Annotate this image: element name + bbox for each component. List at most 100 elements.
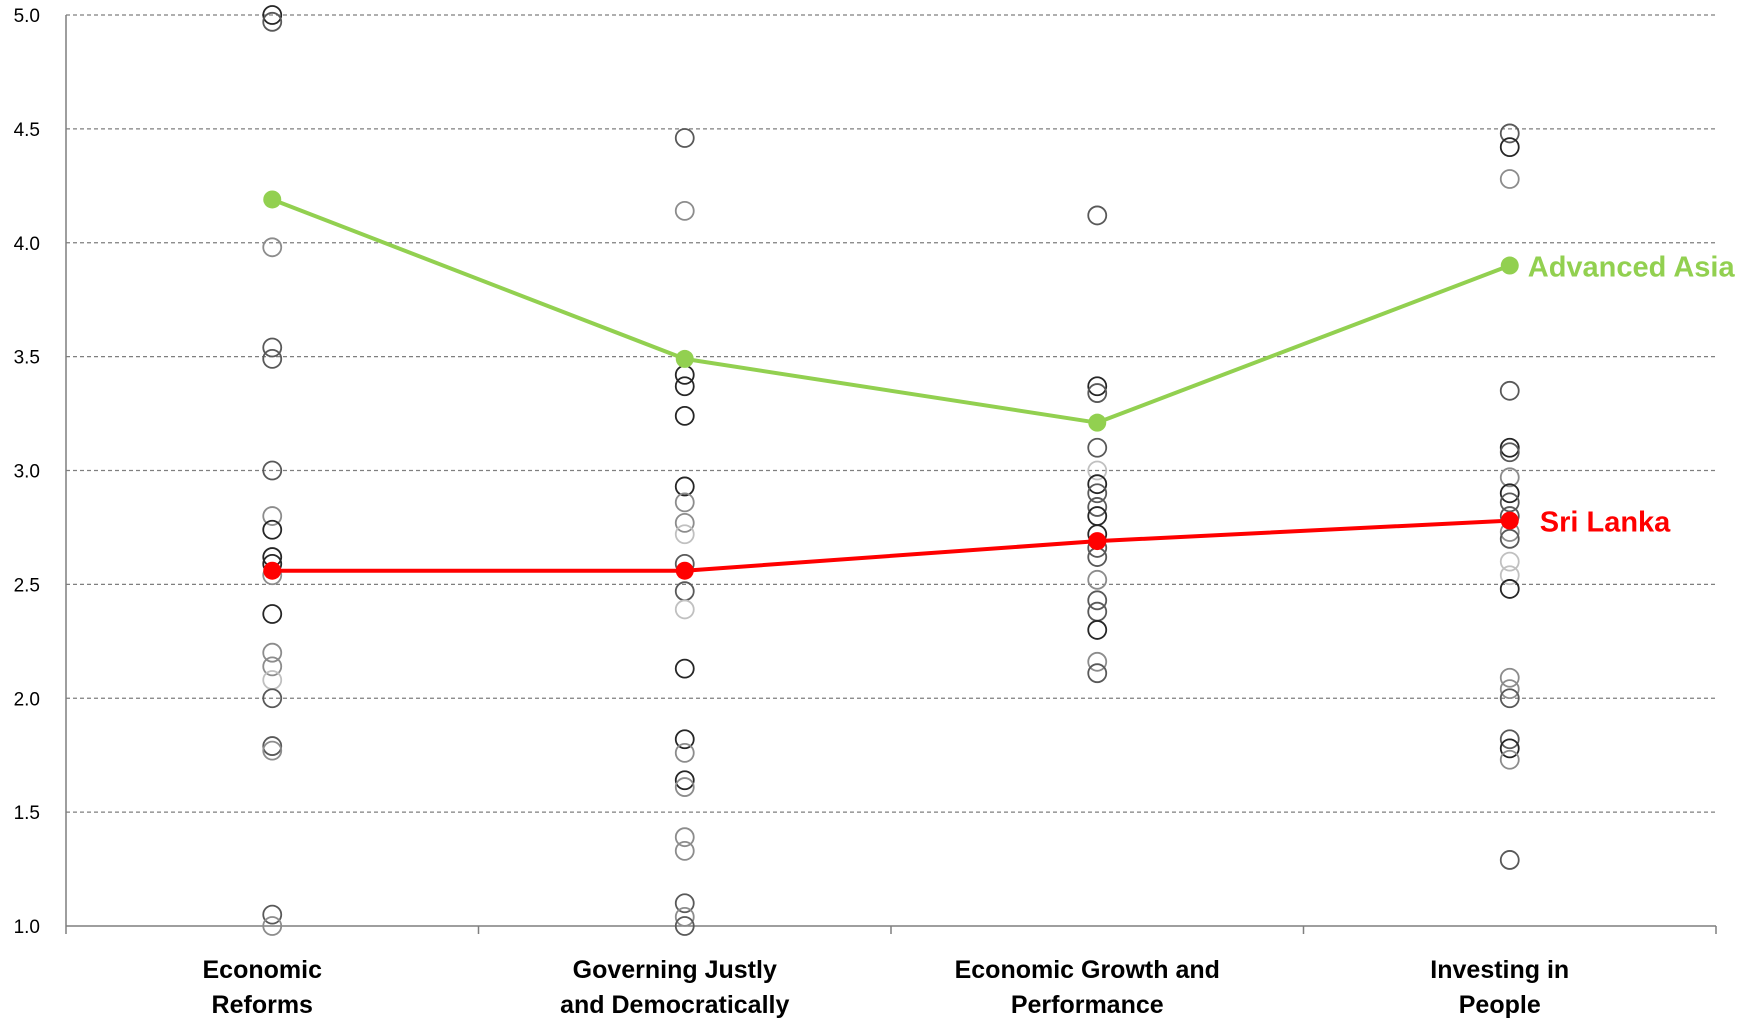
scatter-point [1499,442,1520,463]
y-tick-label: 2.0 [14,689,40,710]
scatter-point [262,237,283,258]
scatter-point [1087,376,1108,397]
scatter-point [1499,579,1520,599]
scatter-point [262,740,283,761]
scatter-point [674,743,695,763]
scatter-point [674,128,695,148]
y-tick-label: 1.0 [14,917,40,938]
scatter-point [674,476,695,497]
series-point [1500,511,1519,530]
scatter-point [1499,528,1520,549]
x-category-label: Governing Justly [573,956,777,984]
series-label-advanced-asia: Advanced Asia [1528,252,1736,284]
x-category-label: Economic [203,956,323,984]
scatter-point [1087,205,1108,226]
scatter-point [262,506,283,526]
y-tick-label: 5.0 [14,6,40,27]
series-point [675,561,694,580]
series-label-sri-lanka: Sri Lanka [1540,507,1671,539]
scatter-point [262,519,283,540]
scatter-point [1499,551,1520,572]
x-category-label: and Democratically [560,991,789,1019]
series-point [1088,532,1107,551]
scatter-point [674,492,695,513]
scatter-point [262,670,283,690]
scatter-point [1087,569,1108,590]
series-point [263,190,282,209]
scatter-point [1499,169,1520,189]
scatter-point [1087,497,1108,517]
y-tick-label: 4.0 [14,234,40,255]
scatter-point [674,524,695,545]
series-point [263,561,282,580]
scatter-point [262,904,283,925]
scatter-point [262,337,283,358]
scatter-point [1499,467,1520,488]
series-lines [263,190,1519,580]
scatter-point [1087,620,1108,640]
scatter-point [1499,738,1520,759]
scatter-point [1499,850,1520,870]
scatter-point [262,604,283,624]
series-point [675,349,694,368]
scatter-point [1087,590,1108,611]
scatter-point [674,729,695,750]
scatter-point [674,512,695,533]
scatter-point [674,827,695,848]
scatter-point [674,376,695,397]
scatter-point [1499,688,1520,709]
grid-lines [66,14,1716,813]
y-tick-label: 3.5 [14,348,40,369]
scatter-point [674,906,695,927]
series-line-advanced-asia [271,197,1511,425]
x-category-label: Investing in [1430,956,1569,984]
axes: 1.0 1.5 2.0 2.5 3.0 3.5 4.0 4.5 5.0 [14,6,1717,938]
scatter-point [1499,679,1520,700]
scatter-point [1499,565,1520,586]
scatter-point [262,688,283,709]
y-tick-label: 1.5 [14,803,40,824]
scatter-point [1087,474,1108,495]
scatter-point [262,916,283,936]
scatter-point [674,599,695,620]
scatter-point [262,5,283,25]
x-category-label: Performance [1011,991,1164,1019]
scatter-point [674,364,695,385]
series-point [1088,413,1107,432]
scatter-point [1499,667,1520,688]
scatter-point [1499,380,1520,401]
x-category-label: Economic Growth and [955,956,1220,984]
series-point [1500,256,1519,275]
scatter-point [1499,483,1520,504]
scatter-point [674,770,695,791]
scatter-point [1499,137,1520,157]
labels: Economic Reforms Governing Justly and Democ… [203,252,1736,1019]
scatter-point [674,200,695,221]
scatter-point [674,405,695,426]
scatter-point [674,840,695,861]
series-line-sri-lanka [272,518,1510,573]
country-scatter-points [262,5,1520,936]
scatter-point [674,777,695,797]
scatter-point [262,349,283,369]
scatter-point [1087,383,1108,403]
x-category-label: People [1459,991,1541,1019]
scatter-point [1087,663,1108,684]
y-tick-label: 3.0 [14,462,40,483]
scatter-point [262,460,283,481]
scatter-point [674,916,695,936]
scatter-point [1087,601,1108,622]
scatter-point [674,658,695,679]
scatter-point [262,642,283,663]
x-category-label: Reforms [212,991,313,1019]
scatter-point [1087,437,1108,458]
scatter-point [674,893,695,914]
y-tick-label: 2.5 [14,575,40,596]
scatter-point [262,656,283,677]
scatter-point [1087,651,1108,672]
scatter-point [262,736,283,756]
scatter-point [1499,123,1520,144]
scatter-point [1087,460,1108,481]
